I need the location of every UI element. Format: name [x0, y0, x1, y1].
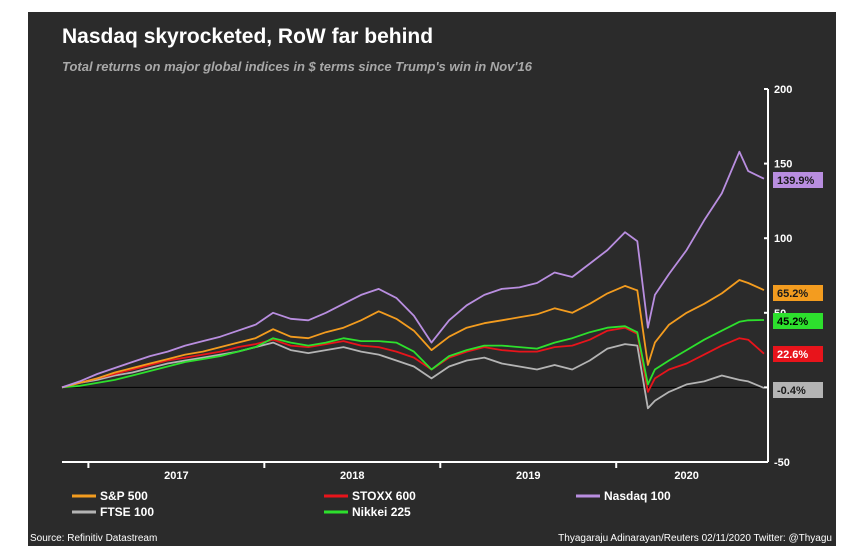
- chart-frame: Nasdaq skyrocketed, RoW far behind Total…: [28, 12, 836, 546]
- x-tick-label: 2017: [164, 470, 188, 482]
- x-tick-label: 2018: [340, 470, 364, 482]
- end-value-box: [773, 382, 823, 398]
- legend-label: Nikkei 225: [352, 505, 411, 519]
- legend-label: S&P 500: [100, 489, 148, 503]
- y-tick-label: -50: [774, 457, 790, 469]
- series-line-nikkei-225: [61, 319, 765, 389]
- x-tick-label: 2019: [516, 470, 540, 482]
- end-value-label: 65.2%: [777, 288, 808, 300]
- end-value-box: [773, 346, 823, 362]
- y-tick-label: 150: [774, 159, 792, 171]
- y-tick-label: 200: [774, 84, 792, 96]
- legend-label: STOXX 600: [352, 489, 416, 503]
- legend-label: Nasdaq 100: [604, 489, 671, 503]
- end-value-box: [773, 313, 823, 329]
- end-value-box: [773, 172, 823, 188]
- y-tick-label: 100: [774, 233, 792, 245]
- chart-title: Nasdaq skyrocketed, RoW far behind: [62, 25, 433, 48]
- chart-svg: Nasdaq skyrocketed, RoW far behind Total…: [30, 25, 832, 544]
- end-value-box: [773, 285, 823, 301]
- series-line-ftse-100: [61, 341, 765, 410]
- end-value-label: 22.6%: [777, 349, 808, 361]
- series-line-s-p-500: [61, 279, 765, 389]
- x-tick-label: 2020: [674, 470, 698, 482]
- plot-area: -50501001502002017201820192020-0.4%22.6%…: [61, 84, 823, 519]
- source-note: Source: Refinitiv Datastream: [30, 533, 157, 544]
- end-value-label: 139.9%: [777, 175, 815, 187]
- end-value-label: -0.4%: [777, 385, 806, 397]
- chart-subtitle: Total returns on major global indices in…: [62, 59, 533, 74]
- credit-note: Thyagaraju Adinarayan/Reuters 02/11/2020…: [558, 533, 832, 544]
- end-value-label: 45.2%: [777, 316, 808, 328]
- series-line-nasdaq-100: [61, 150, 765, 389]
- legend-label: FTSE 100: [100, 505, 154, 519]
